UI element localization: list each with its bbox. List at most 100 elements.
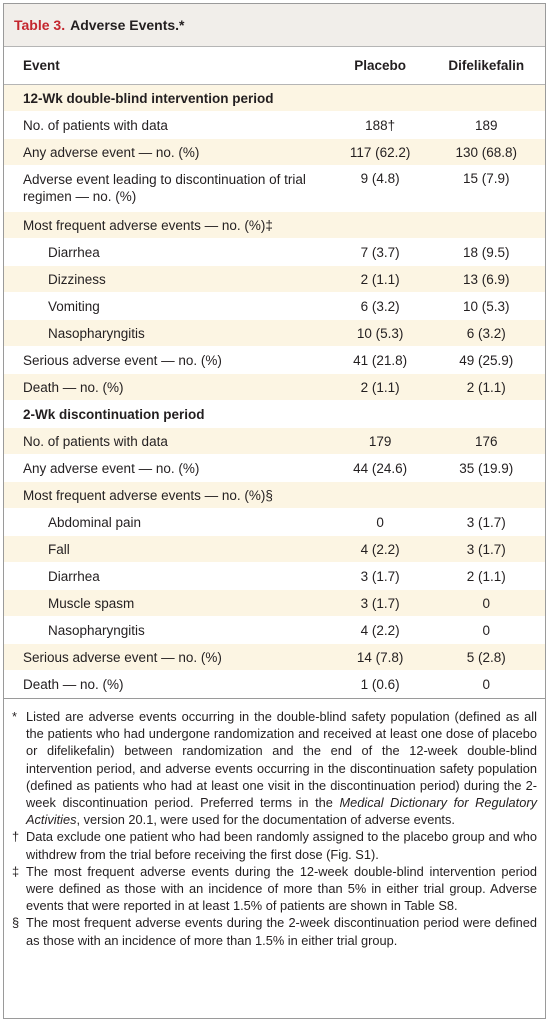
table-box: Table 3. Adverse Events.* Event Placebo … — [3, 3, 546, 1019]
placebo-cell: 3 (1.7) — [360, 568, 400, 584]
footnote: § The most frequent adverse events during… — [12, 914, 537, 948]
difelikefalin-cell: 13 (6.9) — [462, 271, 510, 287]
difelikefalin-cell: 3 (1.7) — [466, 514, 506, 530]
header-cell: Difelikefalin — [448, 58, 525, 73]
table-row: Serious adverse event — no. (%) 41 (21.8)… — [4, 347, 545, 374]
event-cell: Any adverse event — no. (%) — [23, 144, 200, 160]
group-label: Most frequent adverse events — no. (%)§ — [23, 487, 273, 503]
footnote: ‡ The most frequent adverse events during… — [12, 863, 537, 915]
placebo-cell: 1 (0.6) — [360, 676, 400, 692]
placebo-cell: 10 (5.3) — [356, 325, 404, 341]
table-row: Vomiting 6 (3.2) 10 (5.3) — [4, 293, 545, 320]
difelikefalin-cell: 3 (1.7) — [466, 541, 506, 557]
table-row: Any adverse event — no. (%) 117 (62.2) 130… — [4, 139, 545, 166]
table-row: No. of patients with data 179 176 — [4, 428, 545, 455]
difelikefalin-cell: 0 — [482, 676, 490, 692]
difelikefalin-cell: 130 (68.8) — [455, 144, 517, 160]
event-cell: Muscle spasm — [48, 595, 135, 611]
event-cell: Death — no. (%) — [23, 379, 124, 395]
placebo-cell: 4 (2.2) — [360, 541, 400, 557]
table-row: No. of patients with data 188† 189 — [4, 112, 545, 139]
difelikefalin-cell: 18 (9.5) — [462, 244, 510, 260]
difelikefalin-cell: 10 (5.3) — [462, 298, 510, 314]
event-cell: Death — no. (%) — [23, 676, 124, 692]
table-row: Dizziness 2 (1.1) 13 (6.9) — [4, 266, 545, 293]
footnote-segment: Medical Dictionary for Regulatory Activi… — [26, 795, 537, 828]
event-cell: Nasopharyngitis — [48, 325, 145, 341]
difelikefalin-cell: 2 (1.1) — [466, 379, 506, 395]
table-row: Serious adverse event — no. (%) 14 (7.8) 5… — [4, 644, 545, 671]
placebo-cell: 9 (4.8) — [360, 171, 400, 186]
footnote-text: The most frequent adverse events during … — [26, 863, 537, 915]
table-row: Any adverse event — no. (%) 44 (24.6) 35 (… — [4, 455, 545, 482]
event-cell: Serious adverse event — no. (%) — [23, 649, 222, 665]
table-title: Adverse Events.* — [70, 17, 185, 33]
difelikefalin-cell: 176 — [474, 433, 498, 449]
placebo-cell: 41 (21.8) — [353, 352, 408, 368]
footnote-text: Data exclude one patient who had been ra… — [26, 828, 537, 862]
table-rule — [4, 698, 545, 699]
table-row: Muscle spasm 3 (1.7) 0 — [4, 590, 545, 617]
table-row: Diarrhea 3 (1.7) 2 (1.1) — [4, 563, 545, 590]
event-cell: Fall — [48, 541, 70, 557]
footnote-segment: , version 20.1, were used for the docume… — [76, 812, 455, 828]
placebo-cell: 7 (3.7) — [360, 244, 400, 260]
table-row: Abdominal pain 0 3 (1.7) — [4, 509, 545, 536]
group-label: Most frequent adverse events — no. (%)‡ — [23, 217, 273, 233]
table-row: Adverse event leading to discontinuation… — [4, 166, 545, 212]
footnote-text: The most frequent adverse events during … — [26, 914, 537, 948]
footnote-mark: § — [12, 915, 20, 931]
footnote-text: Listed are adverse events occurring in t… — [26, 708, 537, 828]
table-row: Death — no. (%) 1 (0.6) 0 — [4, 671, 545, 698]
footnote-mark: ‡ — [12, 863, 20, 879]
event-cell: Abdominal pain — [48, 514, 142, 530]
event-cell: Nasopharyngitis — [48, 622, 145, 638]
section-title: 2-Wk discontinuation period — [23, 406, 205, 422]
table-row: Death — no. (%) 2 (1.1) 2 (1.1) — [4, 374, 545, 401]
placebo-cell: 188† — [365, 117, 396, 133]
event-cell: Dizziness — [48, 271, 106, 287]
table-label: Table 3. — [14, 17, 66, 33]
footnote-segment: Data exclude one patient who had been ra… — [26, 829, 537, 862]
difelikefalin-cell: 15 (7.9) — [462, 171, 510, 186]
header-cell: Event — [23, 58, 60, 73]
difelikefalin-cell: 189 — [474, 117, 498, 133]
event-cell: Diarrhea — [48, 568, 100, 584]
difelikefalin-cell: 5 (2.8) — [466, 649, 506, 665]
placebo-cell: 14 (7.8) — [356, 649, 404, 665]
placebo-cell: 2 (1.1) — [360, 379, 400, 395]
footnote: * Listed are adverse events occurring in … — [12, 708, 537, 828]
placebo-cell: 0 — [376, 514, 384, 530]
table-row: Nasopharyngitis 4 (2.2) 0 — [4, 617, 545, 644]
event-cell: Any adverse event — no. (%) — [23, 460, 200, 476]
footnote-segment: The most frequent adverse events during … — [26, 863, 537, 914]
footnote-segment: The most frequent adverse events during … — [26, 915, 537, 948]
difelikefalin-cell: 49 (25.9) — [459, 352, 514, 368]
event-cell: Diarrhea — [48, 244, 100, 260]
difelikefalin-cell: 2 (1.1) — [466, 568, 506, 584]
placebo-cell: 4 (2.2) — [360, 622, 400, 638]
section-row: 2-Wk discontinuation period — [4, 401, 545, 428]
placebo-cell: 6 (3.2) — [360, 298, 400, 314]
placebo-cell: 44 (24.6) — [353, 460, 408, 476]
header-cell: Placebo — [354, 58, 407, 73]
placebo-cell: 117 (62.2) — [349, 144, 411, 160]
table-body: 12-Wk double-blind intervention period No… — [4, 85, 545, 698]
header-row: Event Placebo Difelikefalin — [4, 47, 545, 85]
footnote: † Data exclude one patient who had been r… — [12, 828, 537, 862]
placebo-cell: 2 (1.1) — [360, 271, 400, 287]
event-cell: Adverse event leading to discontinuation… — [23, 172, 306, 204]
event-cell: No. of patients with data — [23, 433, 168, 449]
footnotes: * Listed are adverse events occurring in … — [4, 699, 545, 949]
event-cell: Vomiting — [48, 298, 100, 314]
footnote-mark: * — [12, 709, 17, 724]
footnote-mark: † — [12, 829, 20, 845]
difelikefalin-cell: 6 (3.2) — [466, 325, 506, 341]
table-row: Diarrhea 7 (3.7) 18 (9.5) — [4, 239, 545, 266]
group-row: Most frequent adverse events — no. (%)§ — [4, 482, 545, 509]
section-row: 12-Wk double-blind intervention period — [4, 85, 545, 112]
footnote-segment: Listed are adverse events occurring in t… — [26, 709, 537, 811]
difelikefalin-cell: 0 — [482, 622, 490, 638]
table-row: Fall 4 (2.2) 3 (1.7) — [4, 536, 545, 563]
